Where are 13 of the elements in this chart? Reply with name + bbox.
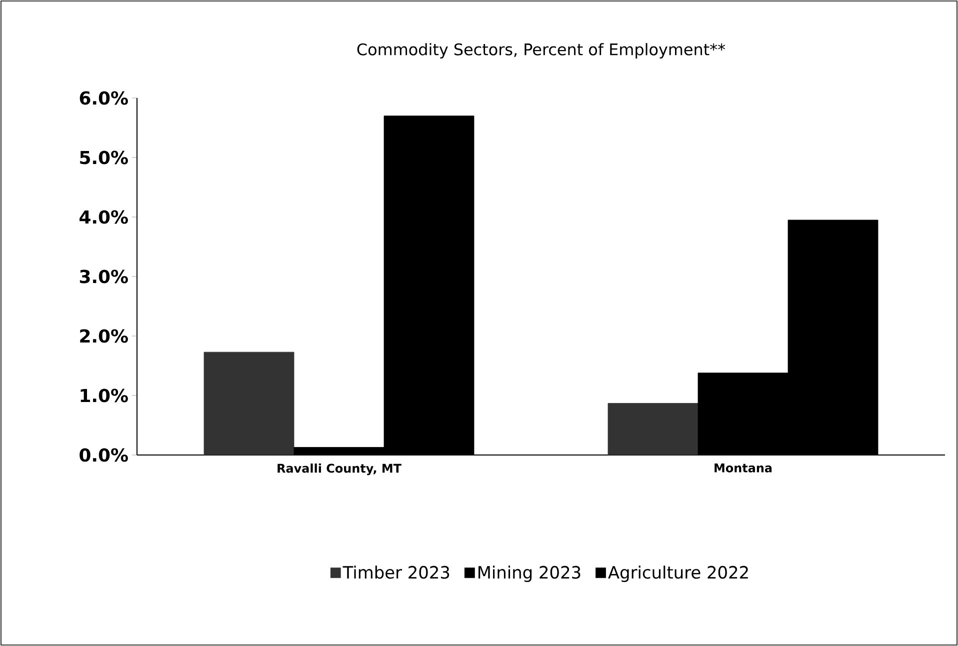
y-tick-label: 0.0% <box>80 448 128 462</box>
legend-label: Agriculture 2022 <box>608 566 748 582</box>
y-tick-label: 6.0% <box>80 91 128 105</box>
chart-title: Commodity Sectors, Percent of Employment** <box>357 43 726 58</box>
x-tick-label: Montana <box>714 464 772 472</box>
y-tick-label: 5.0% <box>80 150 128 164</box>
y-tick-label: 1.0% <box>80 388 128 402</box>
legend-label: Timber 2023 <box>342 566 450 579</box>
y-tick-label: 3.0% <box>80 270 128 284</box>
y-tick-label: 4.0% <box>80 210 128 224</box>
y-tick-label: 2.0% <box>80 329 128 343</box>
legend-label: Mining 2023 <box>478 566 580 582</box>
x-tick-label: Ravalli County, MT <box>278 464 402 476</box>
